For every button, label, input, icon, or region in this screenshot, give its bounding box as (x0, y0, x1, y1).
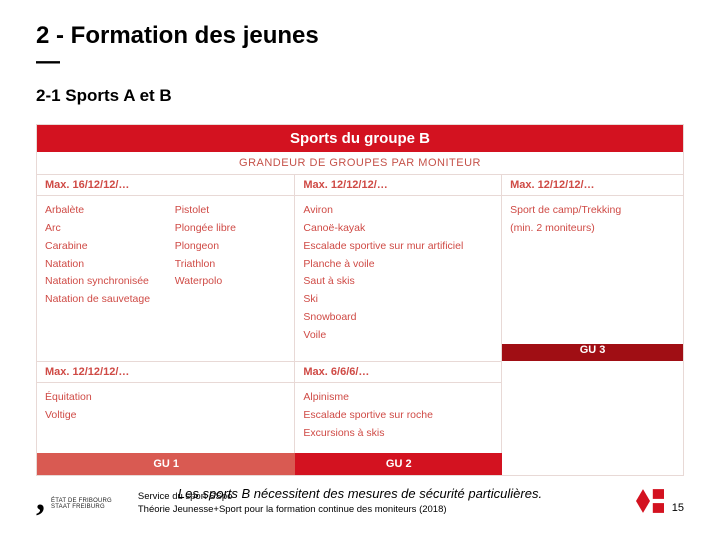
col-head: Max. 12/12/12/… (37, 361, 294, 383)
slide-subtitle: 2-1 Sports A et B (36, 86, 684, 106)
list-item: Arc (45, 220, 157, 238)
list-item: Alpinisme (303, 389, 493, 407)
table-row: Max. 16/12/12/… ArbalèteArcCarabineNatat… (37, 175, 683, 361)
table-header: Sports du groupe B (37, 125, 683, 152)
list-item: Canoë-kayak (303, 220, 493, 238)
list-item: Saut à skis (303, 273, 493, 291)
table-row: Max. 12/12/12/… ÉquitationVoltige Max. 6… (37, 361, 683, 453)
list-item: Escalade sportive sur mur artificiel (303, 238, 493, 256)
list-item: Équitation (45, 389, 286, 407)
list-item: Ski (303, 291, 493, 309)
list-item: Excursions à skis (303, 425, 493, 443)
gu-footer-row: GU 1 GU 2 (37, 453, 683, 475)
list-item: Pistolet (175, 202, 287, 220)
sports-table: Sports du groupe B GRANDEUR DE GROUPES P… (36, 124, 684, 476)
list-item: Natation de sauvetage (45, 291, 157, 309)
canton-logo: , ÉTAT DE FRIBOURG STAAT FREIBURG (36, 488, 112, 520)
list-item: Sport de camp/Trekking (510, 202, 675, 220)
col-head: Max. 16/12/12/… (37, 175, 294, 196)
col-head: Max. 6/6/6/… (295, 361, 501, 383)
list-item: Plongeon (175, 238, 287, 256)
list-item: Planche à voile (303, 256, 493, 274)
title-dash: — (36, 48, 684, 76)
js-logo-icon (636, 489, 664, 518)
comma-icon: , (36, 488, 45, 520)
list-item: Escalade sportive sur roche (303, 407, 493, 425)
footer-desc: Théorie Jeunesse+Sport pour la formation… (138, 504, 447, 517)
list-item: Arbalète (45, 202, 157, 220)
slide-title: 2 - Formation des jeunes (36, 22, 684, 50)
cell: ArbalèteArcCarabineNatationNatation sync… (37, 196, 294, 344)
col-head: Max. 12/12/12/… (502, 175, 683, 196)
etat-line: STAAT FREIBURG (51, 504, 112, 511)
cell: AlpinismeEscalade sportive sur rocheExcu… (295, 383, 501, 453)
cell: AvironCanoë-kayakEscalade sportive sur m… (295, 196, 501, 355)
gu-label: GU 3 (502, 344, 683, 361)
slide-footer: , ÉTAT DE FRIBOURG STAAT FREIBURG Servic… (36, 488, 684, 520)
col-head: Max. 12/12/12/… (295, 175, 501, 196)
gu-label: GU 1 (37, 453, 295, 475)
list-item: Triathlon (175, 256, 287, 274)
cell: ÉquitationVoltige (37, 383, 294, 443)
list-item: Aviron (303, 202, 493, 220)
list-item: Natation (45, 256, 157, 274)
list-item: (min. 2 moniteurs) (510, 220, 675, 238)
list-item: Snowboard (303, 309, 493, 327)
footer-source: Service du sport SSpo (138, 491, 447, 504)
list-item: Carabine (45, 238, 157, 256)
list-item: Voile (303, 327, 493, 345)
table-subheader: GRANDEUR DE GROUPES PAR MONITEUR (37, 152, 683, 175)
list-item: Plongée libre (175, 220, 287, 238)
page-number: 15 (672, 502, 684, 514)
etat-line: ÉTAT DE FRIBOURG (51, 498, 112, 505)
cell: Sport de camp/Trekking(min. 2 moniteurs) (502, 196, 683, 344)
list-item: Natation synchronisée (45, 273, 157, 291)
list-item: Waterpolo (175, 273, 287, 291)
list-item: Voltige (45, 407, 286, 425)
gu-label: GU 2 (295, 453, 502, 475)
